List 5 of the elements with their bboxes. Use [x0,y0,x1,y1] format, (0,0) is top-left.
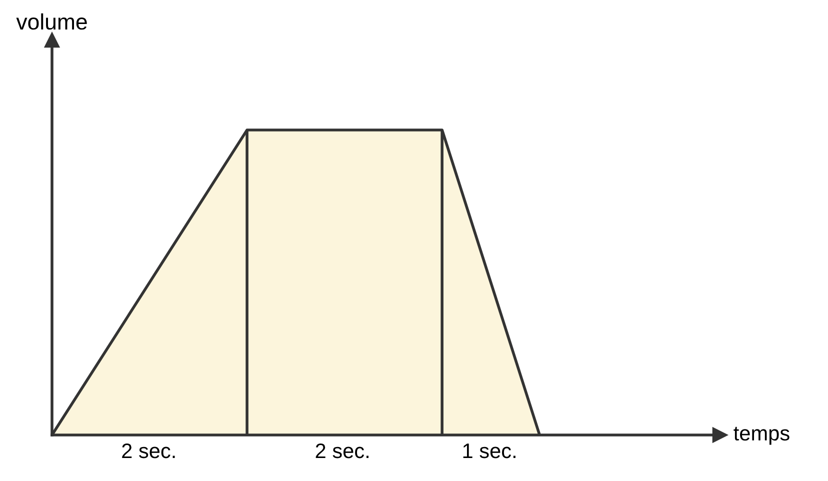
text: 2 sec. [316,443,368,458]
text: 2 sec. [122,443,175,458]
y-axis-title: volume [16,13,87,30]
text: temps [734,426,790,445]
text: 1 sec. [463,444,516,458]
